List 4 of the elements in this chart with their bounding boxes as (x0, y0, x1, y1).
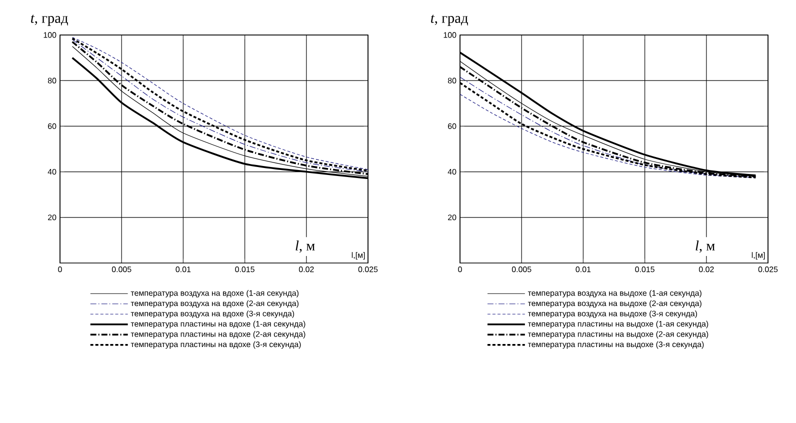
x-axis-title: l, м (696, 240, 715, 253)
x-axis-title: l, м (296, 240, 315, 253)
y-axis-title: t, град (31, 14, 68, 26)
y-axis-title: t, град (431, 14, 468, 26)
